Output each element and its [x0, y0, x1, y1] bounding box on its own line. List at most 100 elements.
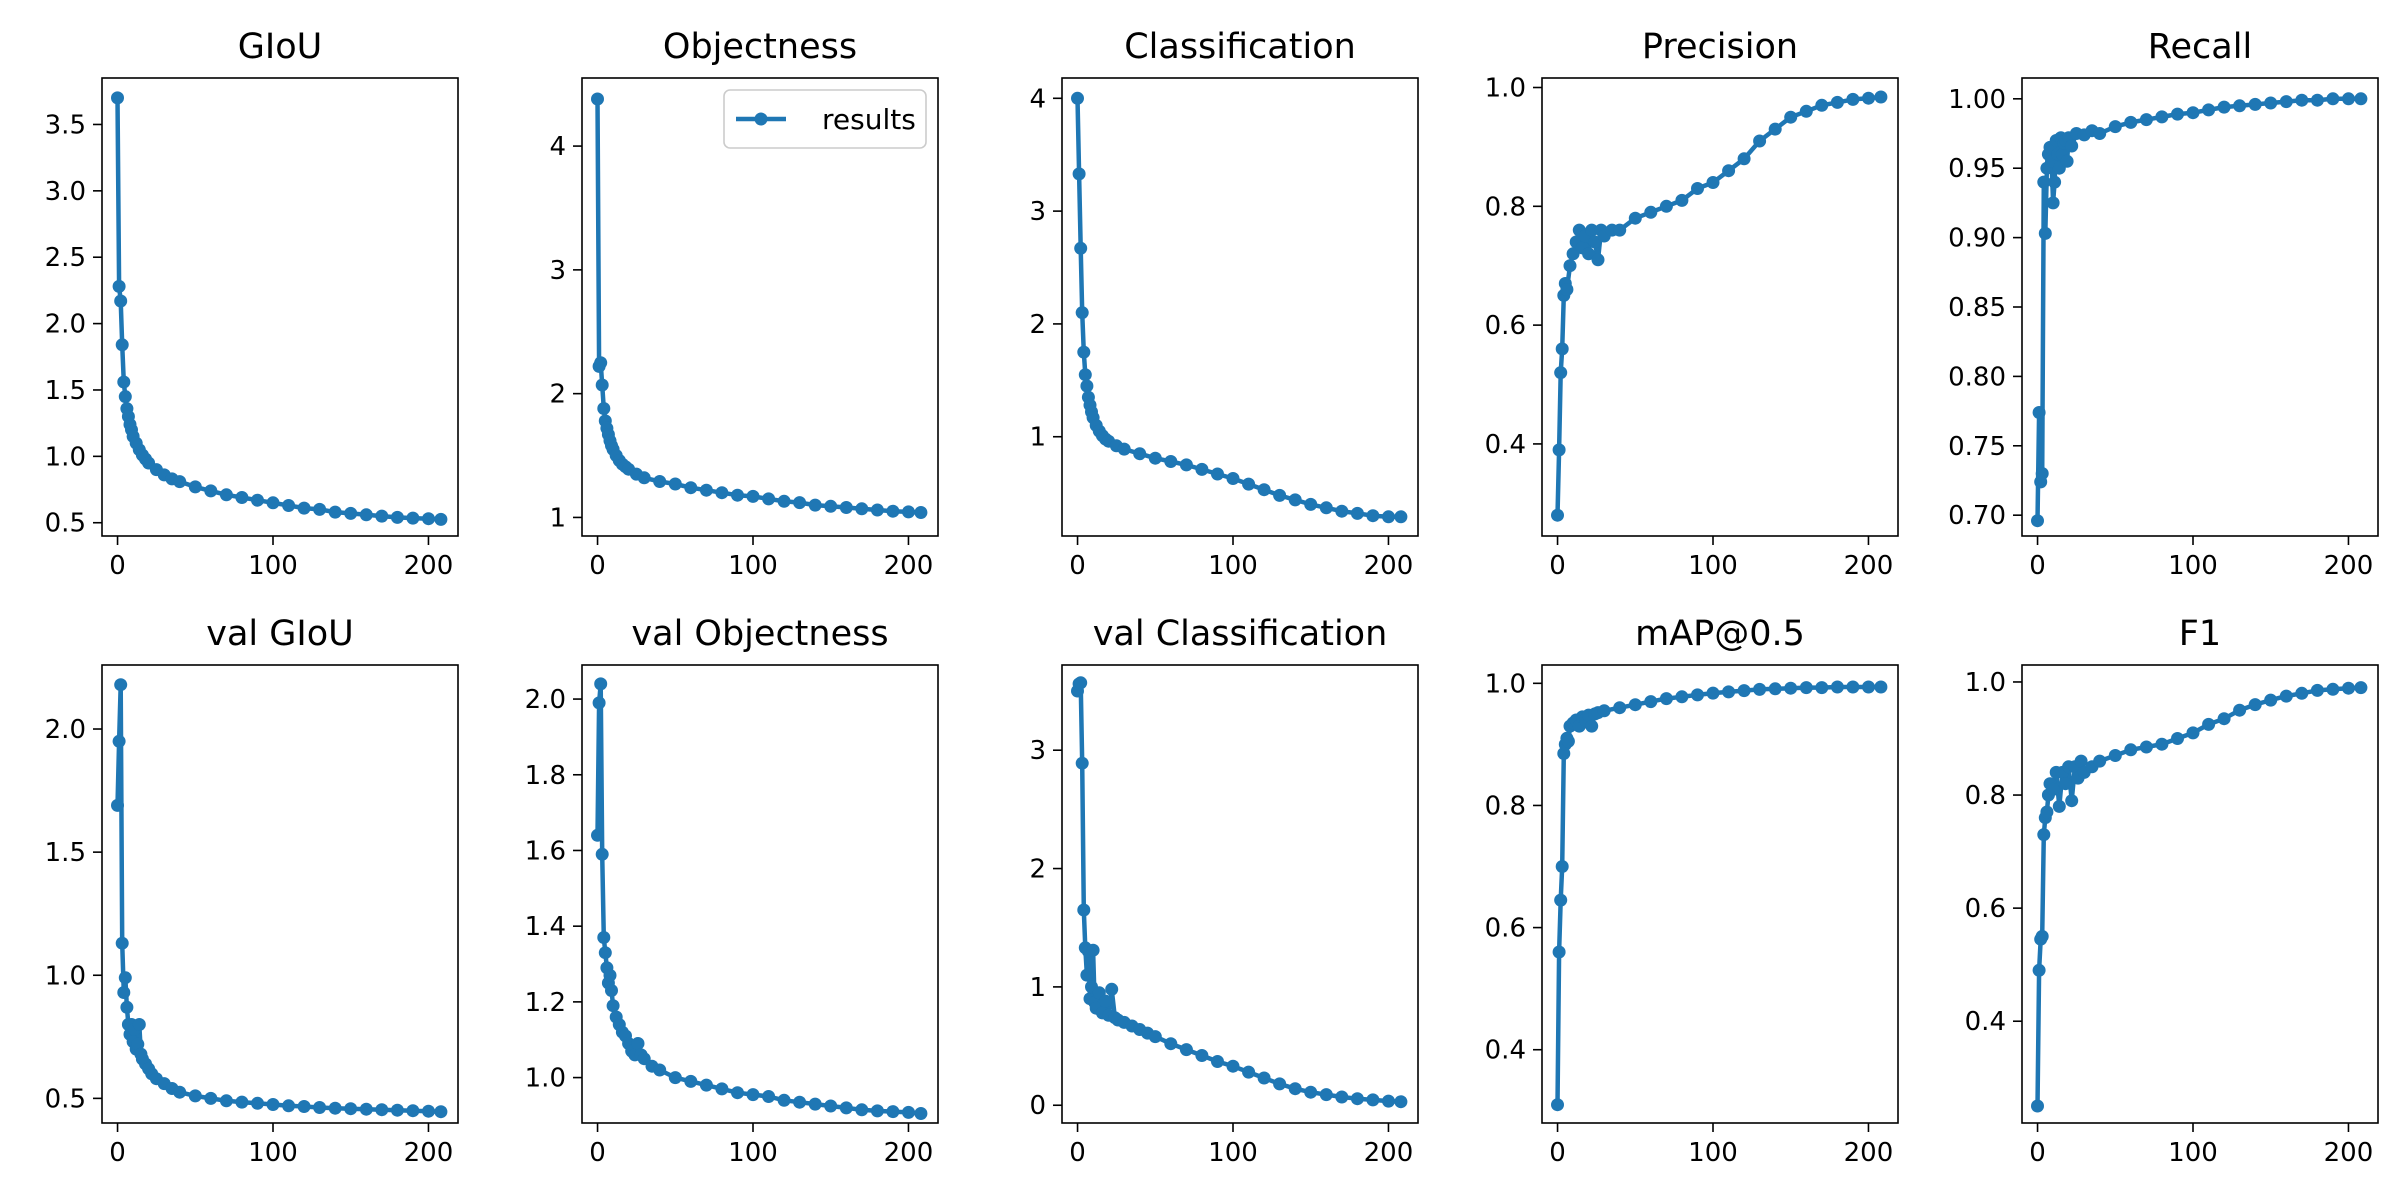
- data-point: [1075, 306, 1089, 320]
- y-tick-label: 1.0: [1965, 668, 2006, 698]
- y-tick-label: 3: [1029, 736, 1046, 766]
- x-tick-label: 100: [1208, 1138, 1258, 1168]
- axes-frame: [1061, 77, 1419, 537]
- data-point: [2052, 799, 2066, 813]
- x-tick-label: 200: [884, 1138, 934, 1168]
- y-tick-label: 1.4: [525, 912, 566, 942]
- data-point: [1074, 241, 1088, 255]
- data-point: [1846, 680, 1860, 694]
- data-point: [2124, 115, 2138, 129]
- data-point: [2059, 777, 2072, 791]
- y-tick-label: 2.0: [45, 310, 86, 340]
- data-point: [235, 1095, 249, 1109]
- data-point: [390, 1103, 404, 1117]
- data-point: [1319, 501, 1333, 515]
- y-tick-label: 3: [1029, 197, 1046, 227]
- y-tick-label: 0.8: [1485, 791, 1526, 821]
- data-point: [2186, 726, 2200, 740]
- data-point: [1560, 283, 1574, 296]
- data-point: [1753, 134, 1767, 148]
- y-tick-label: 2.5: [45, 243, 86, 273]
- data-point: [870, 503, 884, 517]
- chart-title: F1: [2179, 614, 2221, 654]
- series-line: [1075, 680, 1404, 1104]
- data-point: [1179, 1043, 1193, 1057]
- data-point: [1566, 247, 1580, 261]
- data-point: [793, 1095, 807, 1109]
- data-point: [1350, 506, 1364, 520]
- data-point: [1394, 1095, 1408, 1109]
- chart-title: val GIoU: [206, 614, 354, 654]
- data-point: [1799, 681, 1813, 695]
- data-point: [1164, 1037, 1178, 1051]
- data-point: [266, 496, 280, 510]
- chart-panel-8: val Classification 0 100 200 0 1 2 3: [1029, 614, 1419, 1168]
- data-point: [2031, 514, 2044, 528]
- data-point: [731, 1086, 744, 1100]
- data-point: [406, 511, 420, 525]
- chart-title: mAP@0.5: [1635, 614, 1805, 654]
- y-tick-label: 0.8: [1965, 781, 2006, 811]
- data-point: [118, 390, 132, 404]
- data-point: [282, 499, 296, 512]
- y-tick-label: 0.90: [1948, 224, 2006, 254]
- chart-title: Classification: [1124, 27, 1356, 67]
- data-point: [219, 488, 233, 502]
- data-point: [746, 1088, 760, 1102]
- chart-panel-4: Precision 0 100 200 0.4 0.6 0.8 1.0: [1485, 27, 1899, 581]
- data-point: [808, 498, 822, 512]
- data-point: [1071, 91, 1084, 105]
- x-tick-label: 200: [1844, 1138, 1894, 1168]
- x-tick-label: 100: [248, 551, 298, 581]
- data-point: [1768, 122, 1782, 136]
- data-point: [637, 471, 651, 485]
- y-tick-label: 4: [1029, 84, 1046, 114]
- data-point: [359, 508, 373, 522]
- data-point: [668, 477, 682, 491]
- data-point: [855, 502, 869, 516]
- data-point: [653, 475, 667, 488]
- data-point: [2202, 717, 2216, 731]
- x-tick-label: 0: [1069, 1138, 1086, 1168]
- data-point: [1257, 1071, 1271, 1085]
- data-point: [173, 1085, 187, 1099]
- data-point: [595, 378, 609, 392]
- axes-frame: [581, 664, 939, 1124]
- data-point: [1554, 893, 1568, 907]
- data-point: [684, 1074, 698, 1088]
- y-tick-label: 0.70: [1948, 501, 2006, 531]
- data-point: [1644, 205, 1658, 219]
- data-point: [668, 1071, 682, 1085]
- data-point: [1257, 483, 1271, 497]
- data-point: [1554, 366, 1568, 380]
- data-point: [188, 480, 202, 494]
- axes-frame: [101, 77, 459, 537]
- chart-panel-10: F1 0 100 200 0.4 0.6 0.8 1.0: [1965, 614, 2379, 1168]
- y-tick-label: 0.4: [1965, 1007, 2006, 1037]
- data-point: [115, 338, 129, 352]
- axes-frame: [2021, 77, 2379, 537]
- data-point: [390, 510, 404, 524]
- data-point: [1080, 379, 1094, 393]
- data-point: [2065, 794, 2079, 808]
- data-point: [1799, 104, 1813, 118]
- data-point: [111, 91, 124, 105]
- data-point: [266, 1098, 280, 1111]
- data-point: [1675, 193, 1689, 207]
- data-point: [914, 1107, 928, 1120]
- data-point: [2124, 743, 2138, 757]
- data-point: [1722, 685, 1736, 699]
- data-point: [1078, 368, 1092, 382]
- data-point: [422, 1104, 435, 1118]
- data-point: [1862, 91, 1875, 105]
- data-point: [762, 1090, 776, 1103]
- legend-label: results: [822, 103, 916, 136]
- data-point: [594, 677, 608, 691]
- data-point: [1644, 695, 1658, 709]
- x-tick-label: 100: [1688, 551, 1738, 581]
- data-point: [597, 931, 611, 944]
- data-point: [118, 971, 132, 985]
- data-point: [1846, 92, 1860, 106]
- y-tick-label: 1.0: [525, 1064, 566, 1094]
